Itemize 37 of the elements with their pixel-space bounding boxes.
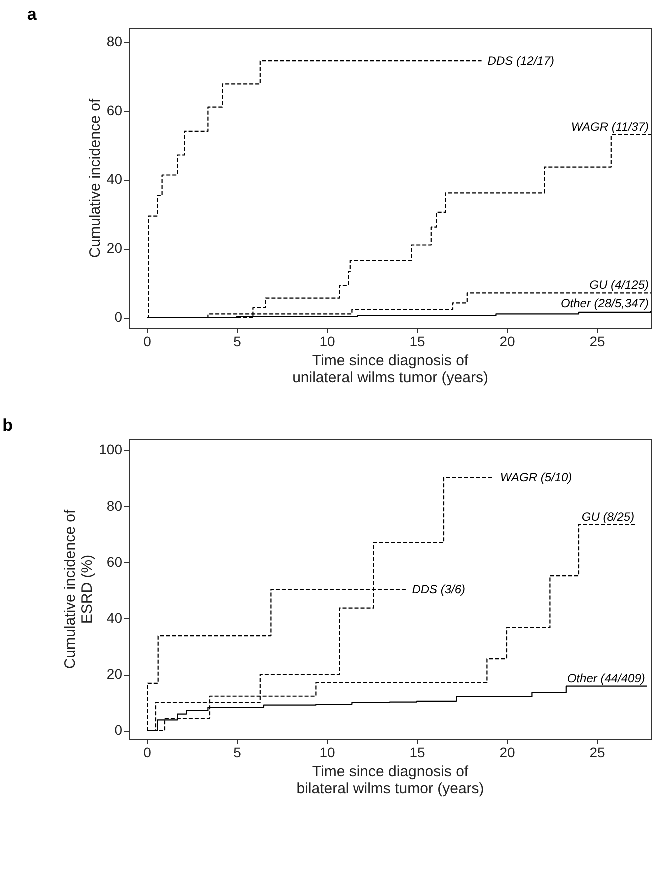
y-tick-label: 80 [106, 33, 123, 50]
series-label: DDS (3/6) [412, 582, 466, 597]
y-axis-title: Cumulative incidence of ESRD (%) [62, 509, 96, 670]
series-label: DDS (12/17) [488, 54, 555, 68]
x-tick-label: 10 [320, 744, 336, 760]
series-label: Other (28/5,347) [560, 296, 649, 310]
y-tick-label: 40 [106, 171, 123, 188]
x-tick-label: 20 [500, 334, 516, 350]
series-label: GU (4/125) [590, 278, 649, 292]
x-tick-label: 5 [234, 744, 242, 760]
y-tick-label: 60 [106, 102, 123, 118]
x-tick-label: 10 [320, 334, 336, 350]
chart-title: a [27, 5, 38, 24]
y-tick-label: 20 [106, 240, 123, 256]
x-tick-label: 5 [234, 334, 242, 350]
x-tick-label: 15 [410, 334, 426, 350]
y-axis-title: Cumulative incidence of [86, 98, 104, 258]
y-tick-label: 80 [106, 498, 123, 514]
x-tick-label: 0 [144, 334, 152, 350]
x-tick-label: 25 [590, 744, 606, 760]
x-axis-title: Time since diagnosis of unilateral wilms tumor (years) [292, 352, 488, 386]
y-tick-label: 40 [106, 610, 123, 626]
chart-title: b [2, 416, 14, 435]
x-tick-label: 15 [410, 744, 426, 760]
x-axis-title: Time since diagnosis of bilateral wilms tumor (years) [296, 764, 484, 798]
series-label: WAGR (5/10) [500, 470, 572, 485]
y-tick-label: 100 [99, 442, 123, 458]
x-tick-label: 0 [144, 744, 152, 760]
series-label: Other (44/409) [567, 671, 646, 686]
y-tick-label: 0 [114, 309, 123, 326]
series-label: GU (8/25) [582, 510, 635, 524]
x-tick-label: 25 [590, 334, 606, 350]
y-tick-label: 60 [106, 554, 123, 570]
y-tick-label: 20 [106, 666, 123, 682]
x-tick-label: 20 [500, 744, 516, 760]
y-tick-label: 0 [114, 722, 123, 738]
series-label: WAGR (11/37) [571, 120, 650, 134]
